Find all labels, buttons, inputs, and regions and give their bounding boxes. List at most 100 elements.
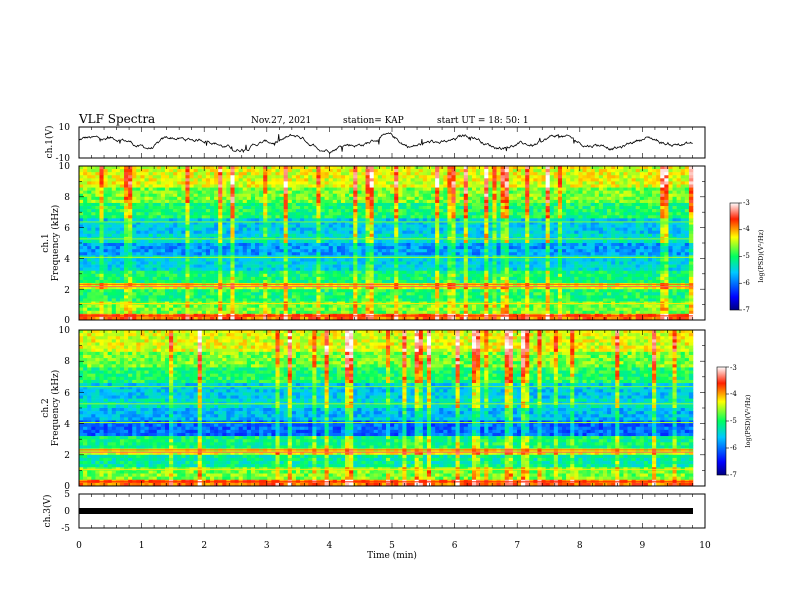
spectrogram-cell xyxy=(250,227,256,231)
spectrogram-cell xyxy=(476,209,481,213)
spectrogram-cell xyxy=(377,212,383,216)
spectrogram-cell xyxy=(107,199,113,204)
spectrogram-cell xyxy=(283,227,289,231)
spectrogram-cell xyxy=(439,230,444,235)
spectrogram-cell xyxy=(336,258,342,262)
spectrogram-cell xyxy=(557,175,563,179)
spectrogram-cell xyxy=(619,181,624,185)
spectrogram-cell xyxy=(234,169,239,173)
spectrogram-cell xyxy=(87,249,92,253)
spectrogram-cell xyxy=(111,252,117,256)
spectrogram-cell xyxy=(316,202,321,207)
spectrogram-cell xyxy=(148,230,153,235)
spectrogram-cell xyxy=(652,166,657,170)
spectrogram-cell xyxy=(300,206,305,210)
spectrogram-cell xyxy=(340,261,346,265)
spectrogram-cell xyxy=(353,224,358,228)
spectrogram-cell xyxy=(111,169,117,173)
spectrogram-cell xyxy=(619,193,624,198)
spectrogram-cell xyxy=(87,172,92,176)
spectrogram-cell xyxy=(545,172,551,176)
spectrogram-cell xyxy=(496,221,501,225)
spectrogram-cell xyxy=(545,187,551,191)
spectrogram-cell xyxy=(652,224,657,228)
spectrogram-cell xyxy=(316,193,321,198)
spectrogram-cell xyxy=(582,166,587,170)
spectrogram-cell xyxy=(230,227,235,231)
spectrogram-cell xyxy=(422,230,428,235)
spectrogram-cell xyxy=(312,212,317,216)
spectrogram-cell xyxy=(660,169,665,173)
spectrogram-cell xyxy=(107,264,113,268)
spectrogram-cell xyxy=(422,212,428,216)
spectrogram-cell xyxy=(623,196,628,201)
spectrogram-cell xyxy=(533,184,538,188)
spectrogram-cell xyxy=(205,212,211,216)
spectrogram-cell xyxy=(95,187,100,191)
spectrogram-cell xyxy=(119,181,125,185)
spectrogram-cell xyxy=(197,206,203,210)
spectrogram-cell xyxy=(316,221,321,225)
spectrogram-cell xyxy=(647,193,653,198)
spectrogram-cell xyxy=(295,187,301,191)
spectrogram-cell xyxy=(173,221,178,225)
spectrogram-cell xyxy=(512,184,518,188)
spectrogram-cell xyxy=(566,190,571,195)
spectrogram-cell xyxy=(406,261,411,265)
spectrogram-cell xyxy=(189,184,194,188)
spectrogram-cell xyxy=(398,175,403,179)
spectrogram-cell xyxy=(353,246,358,250)
spectrogram-cell xyxy=(124,193,129,198)
spectrogram-cell xyxy=(426,243,432,247)
spectrogram-cell xyxy=(471,246,477,250)
spectrogram-cell xyxy=(598,243,604,247)
spectrogram-cell xyxy=(381,252,387,256)
spectrogram-cell xyxy=(140,215,145,219)
spectrogram-cell xyxy=(255,196,260,201)
spectrogram-cell xyxy=(582,178,587,182)
spectrogram-cell xyxy=(390,246,395,250)
spectrogram-cell xyxy=(590,246,596,250)
spectrogram-cell xyxy=(390,212,395,216)
spectrogram-cell xyxy=(390,227,395,231)
spectrogram-cell xyxy=(304,202,309,207)
spectrogram-cell xyxy=(590,233,596,238)
spectrogram-cell xyxy=(525,252,530,256)
spectrogram-cell xyxy=(598,252,604,256)
spectrogram-cell xyxy=(480,184,485,188)
spectrogram-cell xyxy=(152,227,158,231)
spectrogram-cell xyxy=(647,218,653,222)
spectrogram-cell xyxy=(451,184,456,188)
spectrogram-cell xyxy=(287,261,293,265)
spectrogram-cell xyxy=(480,215,485,219)
spectrogram-cell xyxy=(529,233,534,238)
spectrogram-cell xyxy=(660,166,665,170)
spectrogram-cell xyxy=(189,199,194,204)
spectrogram-cell xyxy=(312,206,317,210)
spectrogram-cell xyxy=(132,218,137,222)
spectrogram-cell xyxy=(242,181,248,185)
spectrogram-cell xyxy=(484,181,489,185)
spectrogram-cell xyxy=(312,181,317,185)
spectrogram-cell xyxy=(451,212,456,216)
spectrogram-cell xyxy=(353,166,358,170)
spectrogram-cell xyxy=(107,202,113,207)
spectrogram-cell xyxy=(676,258,682,262)
spectrogram-cell xyxy=(553,252,559,256)
spectrogram-cell xyxy=(488,166,493,170)
spectrogram-cell xyxy=(136,249,141,253)
spectrogram-cell xyxy=(124,218,129,222)
spectrogram-cell xyxy=(574,184,579,188)
spectrogram-cell xyxy=(586,233,591,238)
spectrogram-cell xyxy=(275,196,280,201)
spectrogram-cell xyxy=(463,199,469,204)
spectrogram-cell xyxy=(467,199,473,204)
spectrogram-cell xyxy=(672,246,677,250)
spectrogram-cell xyxy=(283,209,289,213)
spectrogram-cell xyxy=(259,172,264,176)
spectrogram-cell xyxy=(406,227,411,231)
spectrogram-cell xyxy=(684,252,690,256)
spectrogram-cell xyxy=(443,252,448,256)
spectrogram-cell xyxy=(476,215,481,219)
spectrogram-cell xyxy=(353,199,358,204)
